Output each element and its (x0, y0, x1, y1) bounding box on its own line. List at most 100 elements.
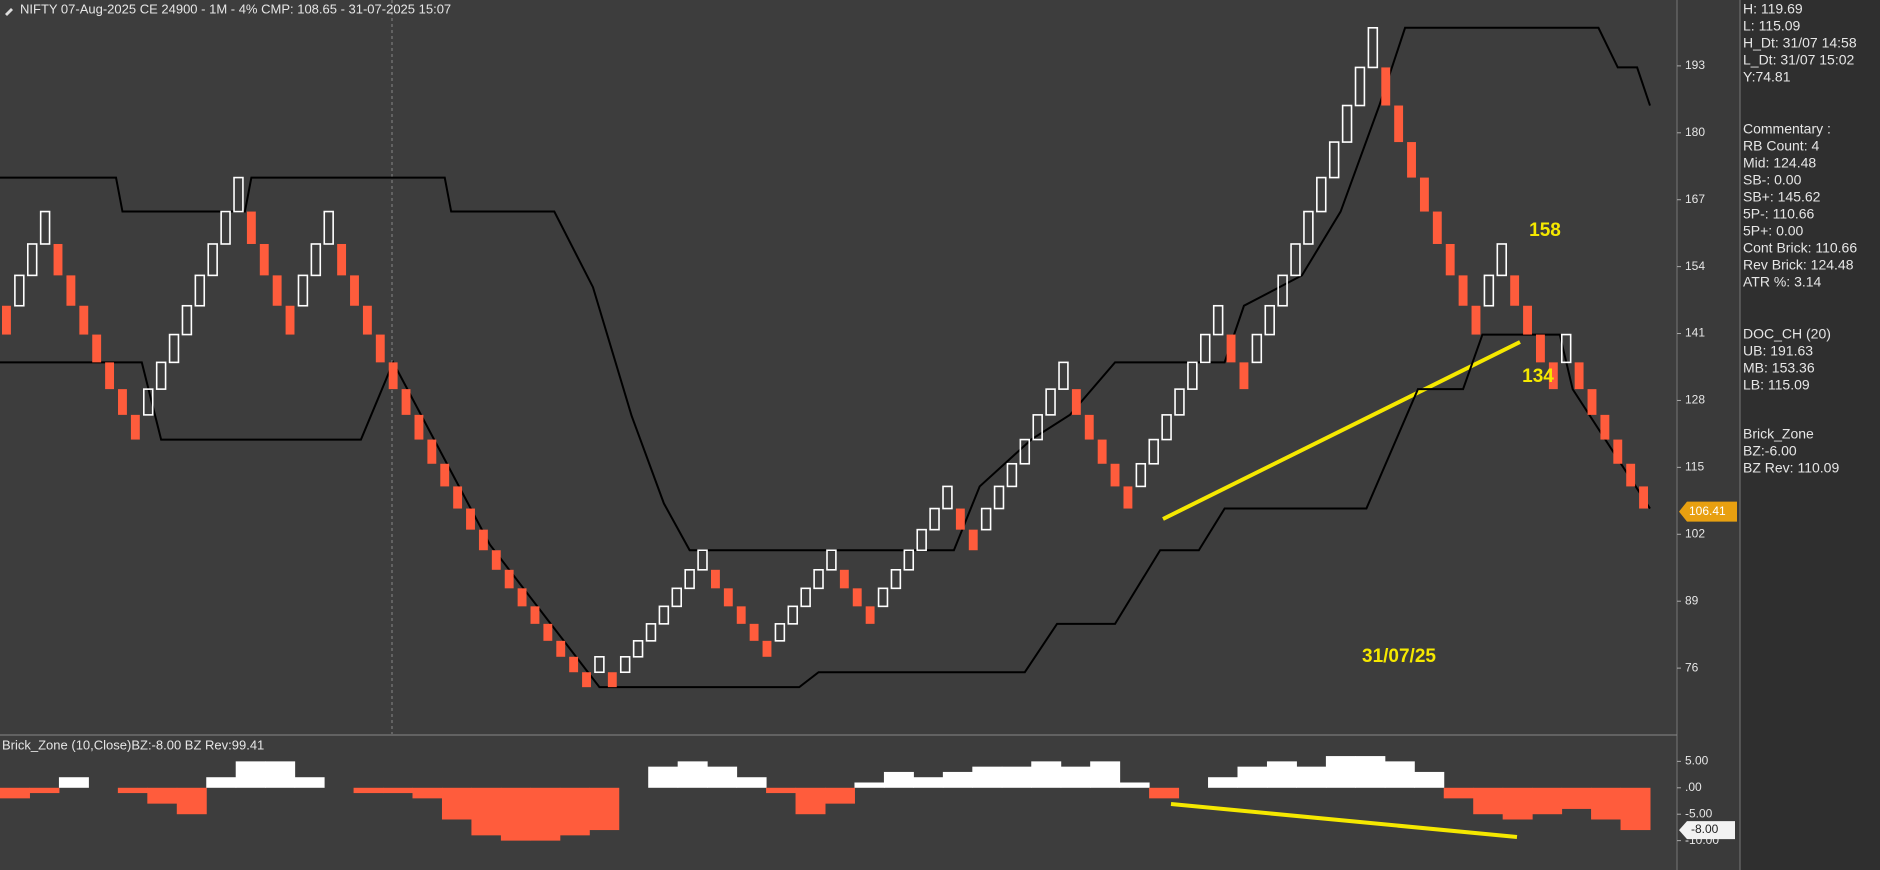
brick (233, 176, 244, 213)
brick (1097, 439, 1107, 464)
brick (401, 389, 411, 415)
brick (1239, 362, 1249, 390)
zone-bar (883, 771, 914, 788)
brick (1161, 414, 1172, 441)
brick (684, 569, 695, 590)
zone-bar (1266, 761, 1297, 788)
info-line: Commentary : (1743, 121, 1831, 137)
y-tick-label: 167 (1685, 192, 1705, 206)
info-line: Y:74.81 (1743, 69, 1791, 85)
brick (1045, 388, 1056, 416)
brick (813, 569, 824, 590)
brick (710, 569, 720, 589)
brick (453, 486, 463, 509)
zone-bar (854, 782, 885, 788)
brick (1187, 361, 1198, 390)
y-tick-label: .00 (1685, 780, 1702, 794)
brick (1639, 486, 1648, 509)
zone-bar (500, 787, 531, 841)
title-icon (5, 8, 13, 16)
annotation: 134 (1522, 366, 1554, 387)
info-line: Mid: 124.48 (1743, 155, 1816, 171)
brick (118, 389, 127, 415)
zone-bar (29, 787, 60, 794)
brick (787, 605, 799, 625)
y-tick-label: 76 (1685, 660, 1699, 674)
brick (1483, 274, 1495, 307)
brick (877, 587, 889, 608)
value-tag (1679, 821, 1735, 840)
brick (1277, 274, 1288, 307)
brick (155, 361, 167, 390)
price-tag (1679, 501, 1737, 522)
brick (285, 305, 295, 335)
brick (466, 508, 475, 530)
zone-bar (825, 787, 855, 804)
info-line: ATR %: 3.14 (1743, 274, 1822, 290)
zone-bar (294, 777, 325, 788)
y-tick-label: -5.00 (1685, 806, 1713, 820)
zone-bar (0, 787, 30, 799)
brick (1560, 333, 1572, 364)
brick (800, 587, 811, 608)
zone-bar (383, 787, 413, 794)
zone-bar (1060, 766, 1091, 788)
zone-bar (559, 787, 590, 836)
info-line: SB-: 0.00 (1743, 172, 1802, 188)
brick (1071, 389, 1081, 415)
brick (14, 274, 25, 307)
brick (839, 569, 849, 589)
brick (1445, 243, 1455, 276)
zone-bar (1384, 761, 1415, 788)
zone-bar (1414, 771, 1445, 788)
info-line: RB Count: 4 (1743, 138, 1819, 154)
brick (478, 529, 488, 551)
zone-bar (677, 761, 708, 788)
zone-bar (589, 787, 620, 831)
channel-line (0, 26, 1651, 552)
info-line: UB: 191.63 (1743, 343, 1813, 359)
brick (749, 623, 759, 641)
y-tick-label: 115 (1685, 460, 1704, 474)
channel-line (0, 333, 1651, 689)
brick (1394, 105, 1404, 143)
brick (272, 275, 282, 306)
info-line: DOC_CH (20) (1743, 326, 1831, 342)
brick (1367, 26, 1379, 69)
brick (375, 334, 385, 363)
brick (645, 623, 657, 642)
y-tick-label: 102 (1685, 526, 1705, 540)
brick (504, 569, 514, 589)
brick (968, 529, 978, 551)
zone-bar (412, 787, 443, 799)
y-tick-label: 180 (1685, 125, 1705, 139)
info-line: L: 115.09 (1743, 18, 1801, 34)
brick (1354, 66, 1366, 107)
brick (916, 528, 927, 552)
brick (1316, 176, 1327, 213)
brick (1523, 305, 1532, 335)
brick (1328, 141, 1340, 179)
zone-bar (913, 777, 944, 788)
zone-bar (176, 787, 207, 815)
brick (1419, 177, 1429, 212)
zone-bar (235, 761, 266, 788)
brick (1200, 333, 1211, 364)
brick (632, 640, 644, 658)
zone-bar (1532, 787, 1563, 815)
info-line: H: 119.69 (1743, 1, 1803, 17)
brick (323, 210, 334, 245)
price-tag-label: 106.41 (1689, 504, 1726, 518)
brick (1148, 438, 1159, 465)
brick (1303, 210, 1314, 245)
brick (39, 210, 51, 245)
brick (1032, 414, 1043, 441)
zone-bar (1149, 787, 1180, 799)
brick (697, 549, 708, 571)
brick (826, 549, 837, 571)
info-line: BZ:-6.00 (1743, 443, 1797, 459)
brick (1006, 462, 1018, 488)
info-line: 5P+: 0.00 (1743, 223, 1804, 239)
brick (26, 243, 38, 277)
